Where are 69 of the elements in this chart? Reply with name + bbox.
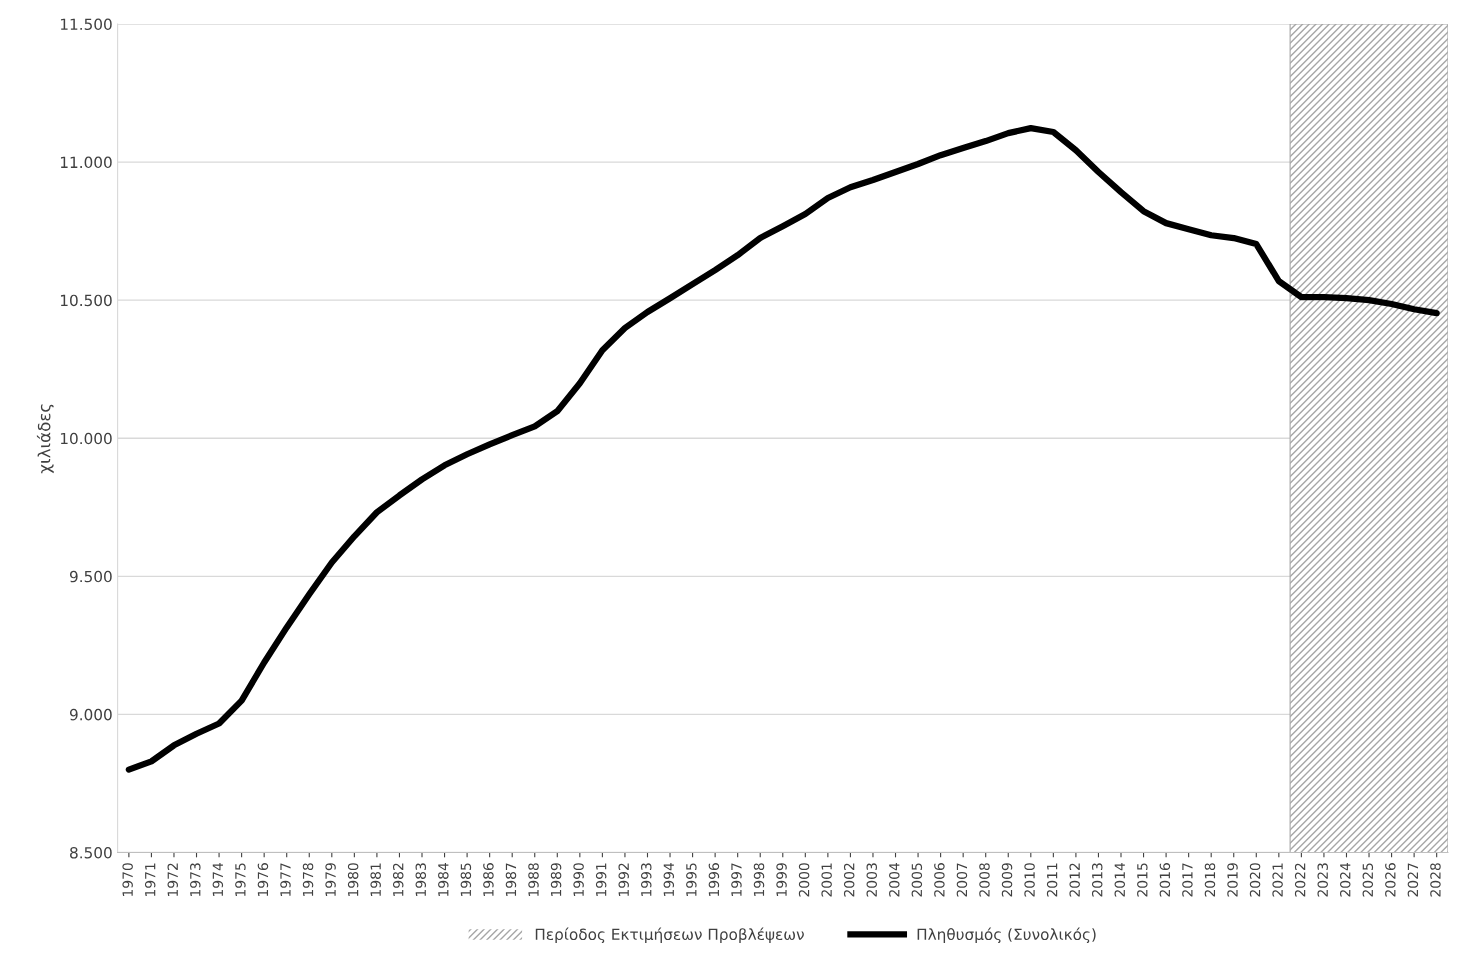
x-tick-label: 1991	[595, 863, 607, 897]
x-tick-label: 1980	[347, 863, 359, 897]
x-tick-label: 1988	[528, 863, 539, 897]
x-tick-label: 1975	[235, 863, 246, 897]
x-tick-label: 1985	[460, 863, 472, 897]
x-tick-label: 1987	[505, 863, 517, 897]
x-tick-label: 2013	[1091, 863, 1103, 897]
x-tick-label: 1997	[731, 863, 742, 897]
x-tick-label: 2009	[1001, 863, 1013, 897]
x-tick-label: 1998	[753, 863, 765, 897]
x-tick-label: 2006	[934, 863, 945, 897]
x-tick-label: 1986	[483, 863, 494, 897]
y-tick-label: 8.500	[70, 846, 112, 859]
x-tick-label: 1990	[573, 863, 584, 897]
x-tick-label: 1970	[122, 863, 133, 897]
y-tick-label: 9.000	[69, 708, 112, 721]
x-tick-label: 2020	[1249, 863, 1261, 897]
x-tick-label: 1993	[641, 863, 652, 897]
y-tick-label: 11.000	[60, 156, 112, 169]
x-tick-label: 2027	[1407, 863, 1419, 897]
x-tick-label: 2025	[1362, 863, 1374, 897]
legend-label: Πληθυσμός (Συνολικός)	[917, 927, 1096, 944]
x-tick-label: 2014	[1114, 862, 1126, 897]
x-tick-label: 2026	[1385, 863, 1396, 897]
x-tick-label: 2012	[1069, 863, 1080, 897]
x-tick-label: 2021	[1272, 863, 1283, 897]
x-tick-label: 2001	[821, 863, 832, 897]
x-tick-label: 2003	[866, 863, 877, 897]
x-tick-label: 1999	[776, 863, 787, 897]
x-tick-label: 2000	[798, 863, 810, 897]
x-tick-label: 1994	[663, 862, 675, 897]
x-tick-label: 2023	[1317, 863, 1328, 897]
x-tick-label: 2008	[979, 863, 990, 897]
legend-label: Περίοδος Εκτιμήσεων Προβλέψεων	[535, 927, 804, 944]
x-tick-label: 2005	[911, 863, 923, 897]
x-tick-label: 2015	[1137, 863, 1148, 897]
x-tick-label: 2028	[1430, 863, 1441, 897]
x-tick-label: 1983	[415, 863, 427, 897]
x-tick-label: 2018	[1204, 863, 1216, 897]
x-tick-label: 2019	[1227, 863, 1238, 897]
x-tick-label: 1982	[392, 863, 404, 897]
x-tick-label: 1984	[438, 862, 449, 897]
x-tick-label: 1989	[550, 863, 562, 897]
x-tick-label: 1976	[257, 863, 269, 897]
x-tick-label: 2024	[1340, 862, 1351, 897]
x-tick-label: 1996	[708, 863, 720, 897]
x-tick-label: 1974	[212, 862, 224, 897]
x-tick-label: 2016	[1159, 863, 1171, 897]
x-tick-label: 1992	[618, 863, 629, 897]
y-axis-title: χιλιάδες	[36, 404, 54, 474]
y-tick-label: 10.000	[60, 432, 112, 445]
x-tick-label: 1977	[280, 863, 291, 897]
x-tick-label: 2017	[1182, 863, 1193, 897]
y-tick-label: 9.500	[69, 570, 112, 583]
x-tick-label: 1978	[302, 863, 314, 897]
x-tick-label: 2010	[1024, 863, 1035, 897]
x-tick-label: 1971	[144, 863, 156, 897]
x-tick-label: 2007	[956, 863, 968, 897]
x-tick-label: 2022	[1294, 863, 1306, 897]
x-tick-label: 2004	[889, 862, 900, 897]
x-tick-label: 1972	[167, 863, 178, 897]
x-tick-label: 2011	[1046, 863, 1058, 897]
x-tick-label: 2002	[843, 863, 855, 897]
x-tick-label: 1995	[686, 863, 697, 897]
x-tick-label: 1979	[325, 863, 336, 897]
x-tick-label: 1973	[190, 863, 201, 897]
y-tick-label: 11.500	[60, 18, 112, 31]
y-tick-label: 10.500	[60, 294, 112, 307]
x-tick-label: 1981	[370, 863, 381, 897]
